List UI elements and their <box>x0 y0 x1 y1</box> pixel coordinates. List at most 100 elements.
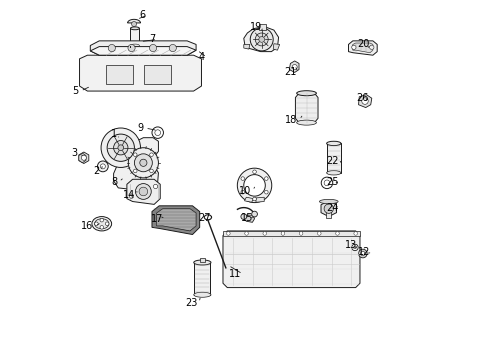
Text: 3: 3 <box>71 148 78 158</box>
Circle shape <box>128 148 158 178</box>
Text: 18: 18 <box>285 115 297 125</box>
Polygon shape <box>90 41 196 55</box>
Circle shape <box>353 246 356 249</box>
Circle shape <box>149 153 153 157</box>
Circle shape <box>358 249 366 258</box>
Circle shape <box>155 130 160 135</box>
Ellipse shape <box>94 219 109 229</box>
Polygon shape <box>244 215 254 222</box>
Text: 9: 9 <box>137 123 143 133</box>
Ellipse shape <box>296 120 316 125</box>
Circle shape <box>81 155 86 160</box>
Bar <box>194 262 210 295</box>
Circle shape <box>100 164 105 169</box>
Circle shape <box>258 37 264 42</box>
Circle shape <box>97 161 108 172</box>
Text: 27: 27 <box>198 213 210 222</box>
Circle shape <box>264 177 267 180</box>
Polygon shape <box>223 231 359 235</box>
Circle shape <box>324 204 333 213</box>
Polygon shape <box>244 197 253 202</box>
Circle shape <box>292 64 297 69</box>
Circle shape <box>149 44 156 51</box>
Circle shape <box>100 219 103 222</box>
Text: 12: 12 <box>358 247 370 257</box>
Circle shape <box>251 211 257 217</box>
Polygon shape <box>126 179 160 204</box>
Circle shape <box>324 180 329 186</box>
Polygon shape <box>90 46 196 55</box>
Circle shape <box>353 231 357 235</box>
Text: 17: 17 <box>151 214 163 224</box>
Ellipse shape <box>92 217 111 231</box>
Ellipse shape <box>193 292 210 297</box>
Text: 23: 23 <box>184 298 197 308</box>
Circle shape <box>101 128 140 167</box>
Polygon shape <box>223 231 359 288</box>
Ellipse shape <box>130 44 139 47</box>
Text: 26: 26 <box>355 93 367 103</box>
Circle shape <box>133 153 137 157</box>
Circle shape <box>108 44 115 51</box>
Bar <box>326 143 340 173</box>
Circle shape <box>107 134 134 161</box>
Text: 10: 10 <box>238 186 250 196</box>
Polygon shape <box>325 211 330 218</box>
Circle shape <box>255 33 267 46</box>
Text: 5: 5 <box>72 86 79 96</box>
Circle shape <box>226 231 230 235</box>
Circle shape <box>128 44 135 51</box>
Circle shape <box>131 22 136 27</box>
Polygon shape <box>156 209 196 231</box>
Circle shape <box>149 169 153 173</box>
Circle shape <box>351 244 357 251</box>
Polygon shape <box>352 43 372 53</box>
Circle shape <box>252 197 256 201</box>
Circle shape <box>281 231 284 235</box>
Circle shape <box>133 169 137 173</box>
Circle shape <box>321 177 332 189</box>
Circle shape <box>118 145 123 150</box>
Text: 11: 11 <box>228 269 241 279</box>
Circle shape <box>250 28 273 51</box>
Circle shape <box>369 45 373 49</box>
Circle shape <box>360 251 364 256</box>
Circle shape <box>129 194 133 198</box>
Ellipse shape <box>296 91 316 96</box>
Circle shape <box>317 231 321 235</box>
Ellipse shape <box>326 171 340 175</box>
Text: 8: 8 <box>111 177 117 187</box>
Circle shape <box>140 159 147 166</box>
Text: 20: 20 <box>356 40 368 49</box>
Circle shape <box>134 154 152 172</box>
Polygon shape <box>348 41 376 55</box>
Polygon shape <box>127 19 140 23</box>
Bar <box>144 65 171 84</box>
Text: 1: 1 <box>111 129 117 139</box>
Polygon shape <box>358 95 371 108</box>
Polygon shape <box>113 138 158 190</box>
Bar <box>200 258 204 262</box>
Polygon shape <box>244 27 278 51</box>
Circle shape <box>139 187 147 196</box>
Circle shape <box>351 45 355 49</box>
Ellipse shape <box>193 260 210 265</box>
Text: 13: 13 <box>345 240 357 250</box>
Text: 21: 21 <box>284 67 296 77</box>
Polygon shape <box>295 93 317 123</box>
Polygon shape <box>320 201 336 217</box>
Circle shape <box>241 177 244 180</box>
Polygon shape <box>273 44 279 50</box>
Circle shape <box>299 231 302 235</box>
Circle shape <box>100 226 103 229</box>
Circle shape <box>152 127 163 138</box>
Ellipse shape <box>326 141 340 145</box>
Text: 24: 24 <box>325 203 338 213</box>
Text: 4: 4 <box>199 52 204 62</box>
Text: 6: 6 <box>140 10 145 20</box>
Bar <box>258 24 265 30</box>
Circle shape <box>135 184 151 199</box>
Ellipse shape <box>319 199 337 204</box>
Circle shape <box>244 175 265 196</box>
Circle shape <box>113 140 128 155</box>
